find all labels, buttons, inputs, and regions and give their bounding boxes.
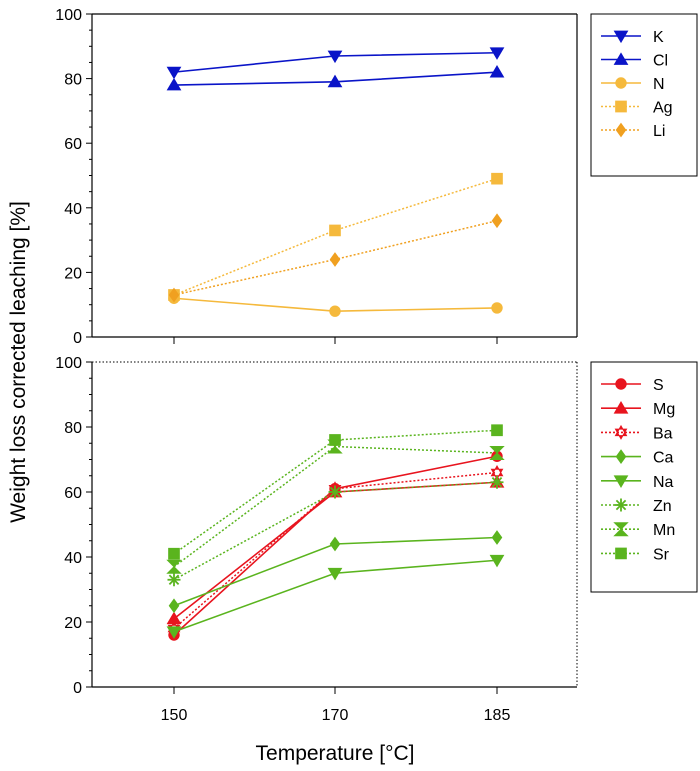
- legend-label-ca: Ca: [653, 450, 674, 467]
- top-panel: 0 20 40 60 80 100: [55, 7, 578, 347]
- legend-label-mn: Mn: [653, 522, 675, 539]
- y-tick-label: 80: [64, 72, 82, 89]
- legend-marker-sr: [615, 547, 627, 560]
- legend-marker-zn: [614, 498, 628, 512]
- x-tick-label: 185: [484, 707, 511, 724]
- y-tick-label: 40: [64, 201, 82, 218]
- legend-marker-ca: [615, 449, 627, 464]
- y-tick-label: 20: [64, 265, 82, 282]
- legend-label-ba: Ba: [653, 425, 673, 442]
- legend-marker-s: [615, 378, 627, 390]
- y-tick-label: 20: [64, 615, 82, 632]
- data-point-li: [329, 252, 341, 267]
- data-point-cl: [166, 77, 182, 91]
- data-point-k: [166, 66, 182, 80]
- data-point-na: [166, 626, 182, 639]
- legend-marker-cl: [613, 52, 629, 65]
- legend-marker-ba: [614, 424, 628, 440]
- legend-label-ag: Ag: [653, 100, 673, 117]
- data-point-mn: [489, 446, 505, 460]
- data-point-ag: [329, 224, 341, 237]
- data-point-ca: [329, 536, 341, 552]
- y-tick-label: 40: [64, 550, 82, 567]
- y-tick-label: 100: [55, 355, 82, 372]
- data-point-sr: [329, 434, 341, 446]
- legend-label-na: Na: [653, 474, 674, 491]
- data-point-ca: [491, 530, 503, 545]
- legend-label-cl: Cl: [653, 53, 668, 70]
- x-tick-label: 170: [322, 707, 349, 724]
- data-point-zn: [490, 475, 504, 489]
- legend-label-n: N: [653, 76, 665, 93]
- x-tick-label: 150: [161, 707, 188, 724]
- data-point-zn: [328, 485, 342, 499]
- legend-marker-na: [613, 475, 629, 488]
- data-point-na: [327, 567, 343, 581]
- legend-marker-mn: [613, 522, 629, 537]
- series-line-zn: [173, 481, 498, 581]
- legend-marker-ag: [615, 100, 627, 113]
- data-point-n: [491, 302, 503, 314]
- y-tick-label: 100: [55, 7, 82, 24]
- legend-label-zn: Zn: [653, 498, 672, 515]
- series-line-ag: [173, 178, 498, 296]
- data-point-li: [168, 287, 180, 303]
- data-point-ag: [491, 172, 503, 185]
- data-point-na: [489, 554, 505, 568]
- bottom-legend: S Mg Ba Ca Na Zn Mn Sr: [590, 361, 698, 593]
- y-tick-label: 60: [64, 136, 82, 153]
- data-point-zn: [167, 573, 181, 587]
- legend-label-li: Li: [653, 123, 665, 140]
- x-axis-label: Temperature [°C]: [256, 742, 415, 765]
- legend-box: [590, 13, 698, 177]
- data-point-cl: [489, 64, 505, 78]
- top-legend: K Cl N Ag Li: [590, 13, 698, 177]
- legend-marker-li: [615, 122, 627, 138]
- data-point-k: [327, 50, 343, 64]
- legend-label-k: K: [653, 29, 664, 46]
- data-point-li: [491, 213, 503, 229]
- y-tick-label: 0: [73, 330, 82, 347]
- data-point-sr: [491, 424, 503, 437]
- y-tick-label: 0: [73, 680, 82, 697]
- legend-label-sr: Sr: [653, 546, 670, 563]
- data-point-cl: [327, 74, 343, 88]
- legend-box: [590, 361, 698, 593]
- legend-marker-k: [613, 30, 629, 44]
- data-point-ca: [168, 598, 180, 614]
- data-point-n: [329, 305, 341, 317]
- data-point-sr: [168, 547, 180, 560]
- data-point-k: [489, 47, 505, 60]
- data-point-mn: [166, 559, 182, 574]
- legend-marker-n: [615, 77, 627, 89]
- legend-label-s: S: [653, 377, 664, 394]
- y-axis-label: Weight loss corrected leaching [%]: [7, 201, 30, 523]
- y-tick-label: 80: [64, 420, 82, 437]
- legend-marker-mg: [613, 401, 629, 414]
- y-tick-label: 60: [64, 485, 82, 502]
- legend-label-mg: Mg: [653, 401, 675, 418]
- bottom-panel: 0 20 40 60 80 100 150 170 185: [55, 355, 578, 724]
